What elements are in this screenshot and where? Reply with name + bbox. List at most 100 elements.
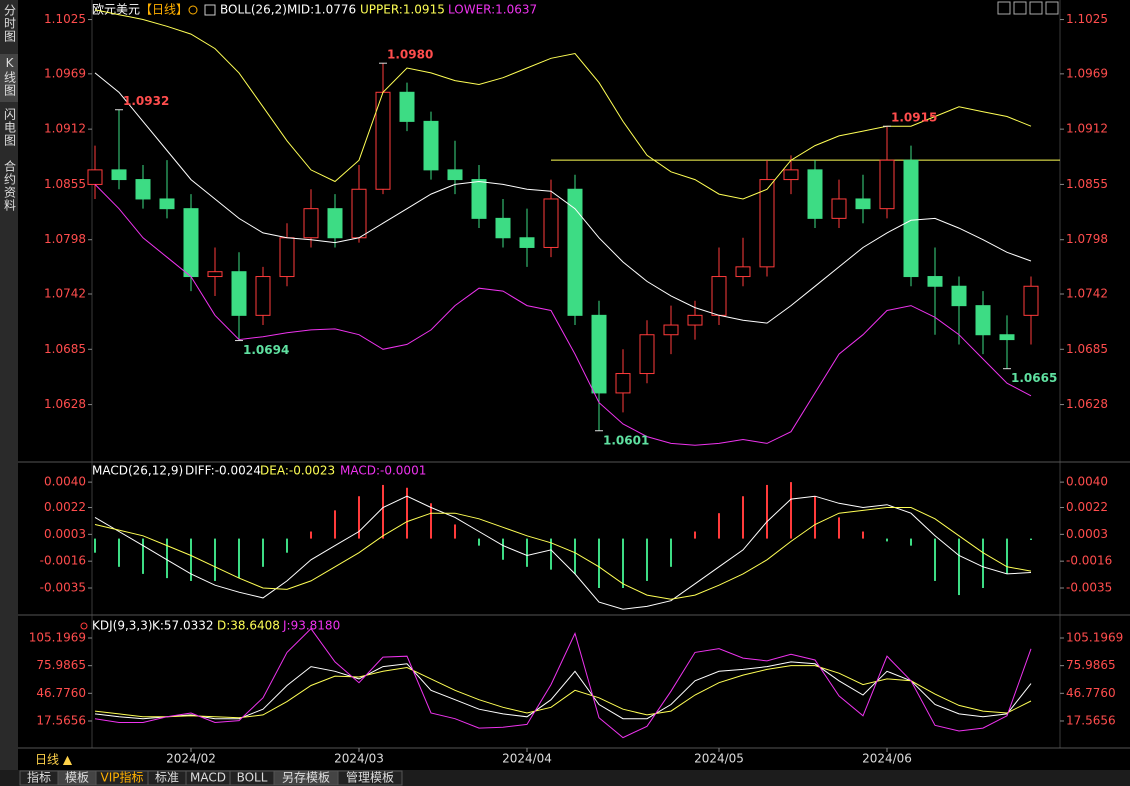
x-tick-label: 2024/04 bbox=[502, 752, 552, 766]
y-tick-label: 1.0742 bbox=[44, 287, 86, 301]
symbol-title: 欧元美元 bbox=[92, 3, 140, 17]
tab-label[interactable]: VIP指标 bbox=[101, 770, 144, 785]
boll-lower bbox=[94, 184, 1032, 446]
period-button[interactable]: 日线 ▲ bbox=[35, 753, 73, 767]
side-bar bbox=[0, 0, 18, 770]
y-tick-label: 105.1969 bbox=[29, 630, 86, 644]
kdj-k bbox=[94, 661, 1032, 720]
candle-body bbox=[639, 334, 655, 375]
y-tick-label: -0.0016 bbox=[1066, 554, 1112, 568]
candle-body bbox=[255, 276, 271, 316]
legend: UPPER:1.0915 bbox=[360, 3, 445, 17]
candle-body bbox=[903, 159, 919, 278]
y-tick-label: 0.0003 bbox=[1066, 527, 1108, 541]
legend: J:93.8180 bbox=[282, 619, 340, 633]
side-tab-active bbox=[0, 54, 18, 102]
candle-body bbox=[663, 324, 679, 336]
legend: MACD(26,12,9) bbox=[92, 464, 183, 478]
tab-label[interactable]: 标准 bbox=[155, 771, 179, 785]
y-tick-label: 75.9865 bbox=[1066, 658, 1116, 672]
y-tick-label: 46.7760 bbox=[36, 686, 86, 700]
y-tick-label: -0.0035 bbox=[1066, 581, 1112, 595]
y-tick-label: 1.0969 bbox=[44, 66, 86, 80]
macd-diff bbox=[94, 495, 1032, 610]
y-tick-label: 1.0855 bbox=[44, 177, 86, 191]
candle-body bbox=[687, 314, 703, 326]
y-tick-label: 0.0040 bbox=[44, 475, 86, 489]
y-tick-label: -0.0016 bbox=[40, 554, 86, 568]
extreme-label: 1.0932 bbox=[123, 94, 169, 108]
y-tick-label: 17.5656 bbox=[1066, 713, 1116, 727]
candle-body bbox=[543, 198, 559, 248]
candle-body bbox=[111, 169, 127, 181]
candle-body bbox=[927, 276, 943, 287]
tab-label[interactable]: 另存模板 bbox=[282, 771, 330, 785]
legend: MID:1.0776 bbox=[287, 3, 356, 17]
kdj-d bbox=[94, 665, 1032, 719]
candle-body bbox=[879, 159, 895, 210]
tab-label[interactable]: BOLL bbox=[237, 771, 268, 785]
y-tick-label: 1.0685 bbox=[44, 342, 86, 356]
boll-mid bbox=[94, 72, 1032, 324]
candle-body bbox=[567, 188, 583, 316]
candle-body bbox=[87, 169, 103, 185]
y-tick-label: 1.0969 bbox=[1066, 66, 1108, 80]
y-tick-label: 1.0628 bbox=[1066, 397, 1108, 411]
legend: MACD:-0.0001 bbox=[340, 464, 426, 478]
icon[interactable] bbox=[1045, 1, 1059, 15]
y-tick-label: 0.0003 bbox=[44, 527, 86, 541]
candle-body bbox=[231, 271, 247, 316]
y-tick-label: 17.5656 bbox=[36, 713, 86, 727]
y-tick-label: 0.0022 bbox=[1066, 500, 1108, 514]
extreme-label: 1.0915 bbox=[891, 111, 937, 125]
y-tick-label: 0.0022 bbox=[44, 500, 86, 514]
candle-body bbox=[327, 208, 343, 239]
side-tab[interactable]: 分时图 bbox=[3, 4, 17, 43]
candle-body bbox=[759, 179, 775, 268]
y-tick-label: 1.0798 bbox=[1066, 232, 1108, 246]
x-tick-label: 2024/05 bbox=[694, 752, 744, 766]
candle-body bbox=[831, 198, 847, 219]
y-tick-label: 1.0912 bbox=[1066, 122, 1108, 136]
y-tick-label: 1.0742 bbox=[1066, 287, 1108, 301]
window-icons bbox=[997, 1, 1059, 15]
legend: K:57.0332 bbox=[152, 619, 214, 633]
icon[interactable] bbox=[1013, 1, 1027, 15]
macd-dea bbox=[94, 507, 1032, 600]
side-tab[interactable]: K线图 bbox=[3, 56, 17, 97]
tab[interactable] bbox=[337, 770, 403, 786]
tab-label[interactable]: 指标 bbox=[27, 770, 51, 785]
tab-label[interactable]: 管理模板 bbox=[346, 770, 394, 785]
indicator-icon[interactable] bbox=[204, 4, 216, 16]
candle-body bbox=[351, 188, 367, 239]
icon[interactable] bbox=[1029, 1, 1043, 15]
candle-body bbox=[951, 285, 967, 307]
candle-body bbox=[999, 334, 1015, 341]
legend: DIFF:-0.0024 bbox=[185, 464, 261, 478]
y-tick-label: 1.0628 bbox=[44, 397, 86, 411]
indicator-icon[interactable] bbox=[80, 622, 88, 630]
kdj-j bbox=[94, 627, 1032, 739]
extreme-label: 1.0665 bbox=[1011, 371, 1057, 385]
candle-body bbox=[807, 169, 823, 219]
candle-body bbox=[279, 237, 295, 278]
candle-body bbox=[135, 179, 151, 200]
y-tick-label: 0.0040 bbox=[1066, 475, 1108, 489]
tab-label[interactable]: 模板 bbox=[65, 771, 89, 785]
candle-body bbox=[519, 237, 535, 248]
candle-body bbox=[783, 169, 799, 181]
side-tab[interactable]: 合约资料 bbox=[3, 159, 17, 212]
candle-body bbox=[159, 198, 175, 210]
side-tab[interactable]: 闪电图 bbox=[3, 108, 17, 147]
icon[interactable] bbox=[997, 1, 1011, 15]
extreme-label: 1.0601 bbox=[603, 433, 649, 447]
y-tick-label: 105.1969 bbox=[1066, 630, 1123, 644]
tab-label[interactable]: MACD bbox=[190, 771, 226, 785]
x-tick-label: 2024/02 bbox=[166, 752, 216, 766]
candle-body bbox=[183, 208, 199, 278]
collapse-icon[interactable] bbox=[188, 5, 198, 15]
candle-body bbox=[615, 373, 631, 394]
extreme-label: 1.0980 bbox=[387, 48, 433, 62]
